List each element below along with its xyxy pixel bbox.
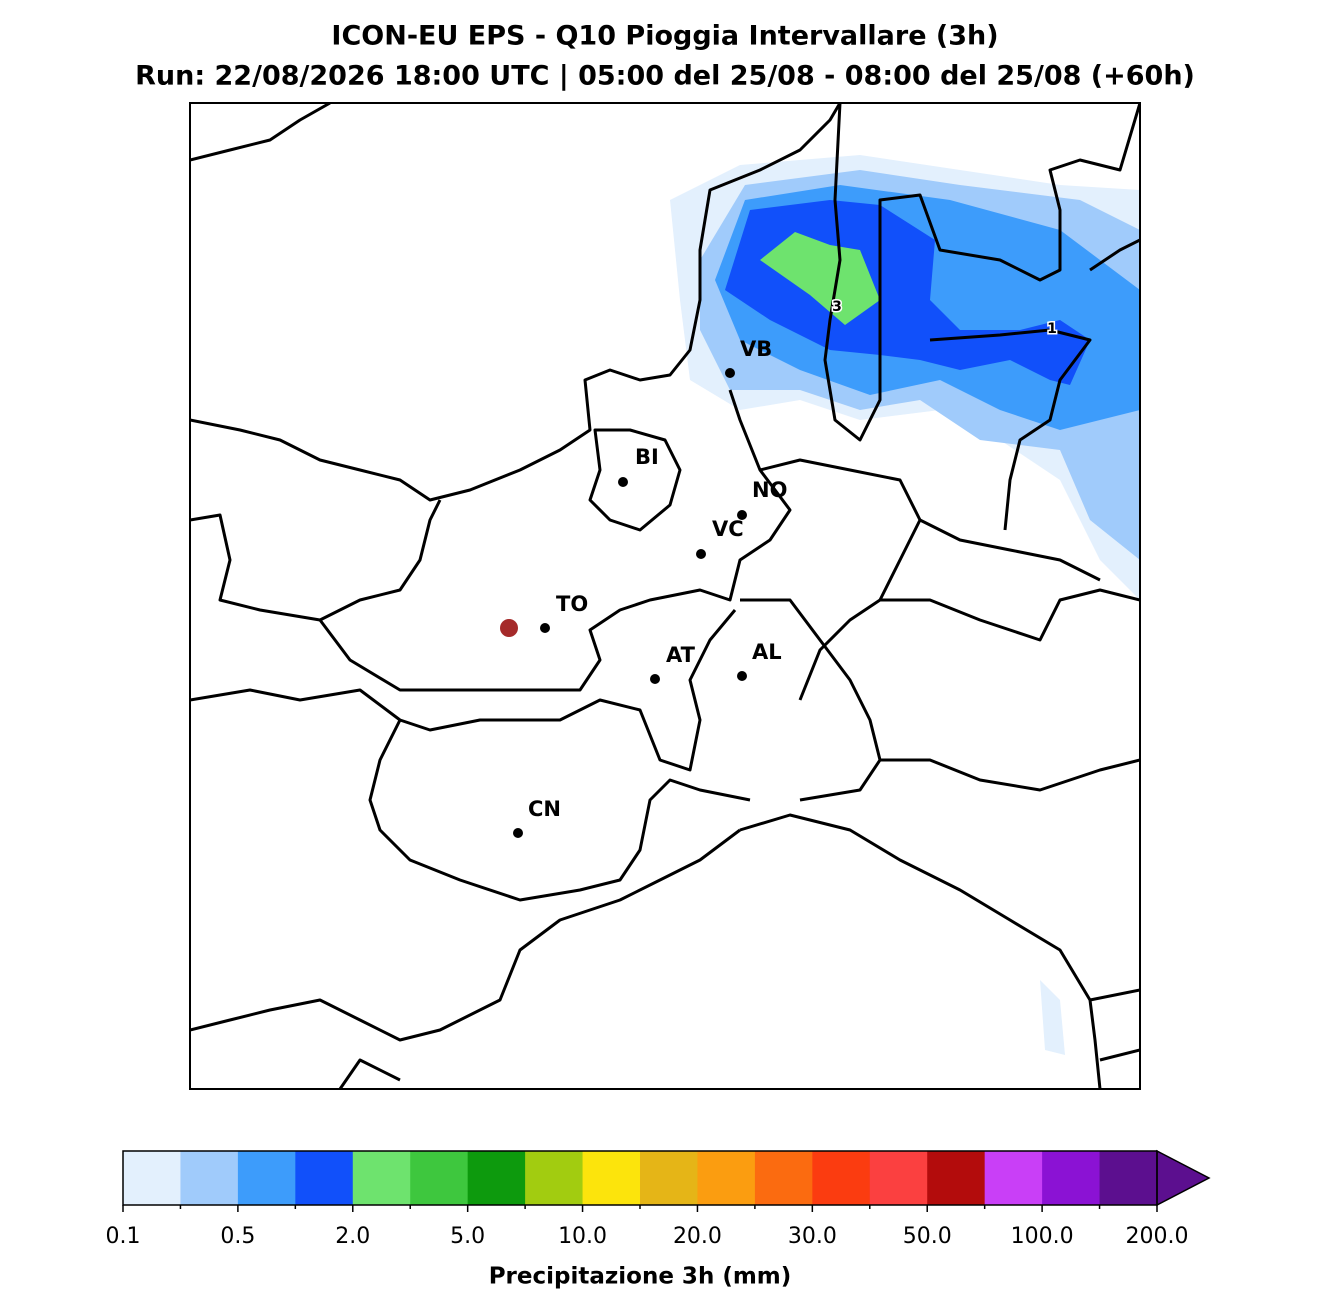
border [880,758,1140,792]
border [338,1058,401,1089]
border [190,609,737,772]
colorbar-segment [582,1151,641,1205]
colorbar-segment [295,1151,354,1205]
contour-label: 1 [1047,321,1057,337]
colorbar-segment [640,1151,698,1205]
colorbar-tick-label: 0.5 [220,1224,255,1249]
city-label: VB [740,337,772,361]
cities: VB BI NO VC TO AT AL CN [513,337,787,838]
city-dot [737,510,747,520]
colorbar-segment [410,1151,469,1205]
border [740,598,882,802]
map-frame [189,102,1141,1090]
border [1089,988,1140,1002]
colorbar-segment [754,1151,813,1205]
border [190,103,331,162]
colorbar: 0.1 0.5 2.0 5.0 10.0 20.0 30.0 50.0 100.0 200.0 [106,1149,1211,1249]
colorbar-segment [352,1151,411,1205]
precip-area [760,232,880,325]
border [759,458,922,601]
contour-label: 3 [832,299,842,315]
border [368,719,751,902]
colorbar-tick-label: 100.0 [1011,1224,1074,1249]
city-label: NO [752,478,787,502]
border [739,813,1102,1089]
border [190,103,842,502]
colorbar-tick-label: 5.0 [450,1224,485,1249]
city-label: VC [712,517,744,541]
city-dot [650,674,660,684]
colorbar-segment [812,1151,871,1205]
colorbar-tick-label: 2.0 [335,1224,370,1249]
colorbar-segment [237,1151,296,1205]
colorbar-tick-label: 200.0 [1126,1224,1189,1249]
border [929,328,1092,531]
subtitle: Run: 22/08/2026 18:00 UTC | 05:00 del 25… [135,61,1195,92]
colorbar-segment [180,1151,239,1205]
city-label: CN [528,797,561,821]
border [190,828,741,1042]
location-marker [500,619,518,637]
colorbar-label: Precipitazione 3h (mm) [489,1264,792,1290]
border [919,518,1101,582]
colorbar-tick-label: 50.0 [903,1224,952,1249]
colorbar-segment [927,1151,986,1205]
city-dot [725,368,735,378]
border [1099,1048,1140,1062]
city-dot [618,477,628,487]
colorbar-segment [1042,1151,1101,1205]
colorbar-extend [1156,1149,1211,1207]
colorbar-segment [869,1151,928,1205]
colorbar-tick-label: 0.1 [106,1224,141,1249]
city-label: AL [752,640,782,664]
city-dot [696,549,706,559]
city-label: TO [556,592,588,616]
city-label: BI [635,445,659,469]
city-dot [737,671,747,681]
colorbar-segment [123,1151,181,1205]
colorbar-tick-label: 10.0 [558,1224,607,1249]
colorbar-segment [525,1151,584,1205]
colorbar-segment [467,1151,526,1205]
precip-area [1040,980,1065,1055]
city-dot [540,623,550,633]
title: ICON-EU EPS - Q10 Pioggia Intervallare (… [331,21,998,52]
border [1089,238,1140,272]
colorbar-segment [697,1151,756,1205]
border [823,103,1140,442]
border [588,428,682,532]
border [798,588,1140,701]
colorbar-tick-label: 30.0 [788,1224,837,1249]
map [190,103,1140,1089]
city-label: AT [666,643,696,667]
colorbar-tick-label: 20.0 [673,1224,722,1249]
colorbar-segment [984,1151,1043,1205]
colorbar-segment [1099,1151,1158,1205]
border [318,389,792,692]
city-dot [513,828,523,838]
